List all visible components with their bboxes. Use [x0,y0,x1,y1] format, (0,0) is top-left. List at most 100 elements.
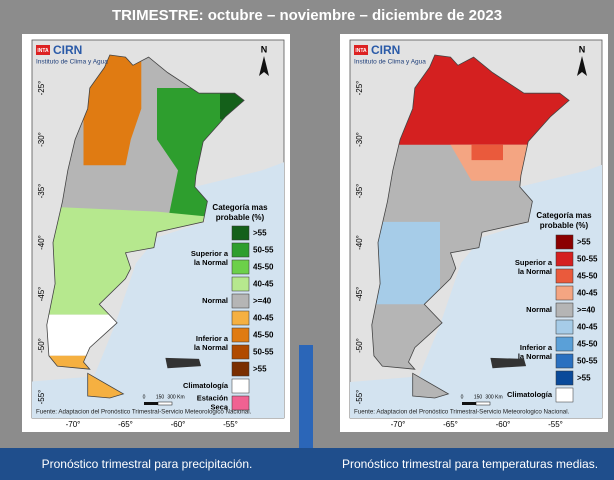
lat-label: -25° [355,81,364,96]
legend-swatch [555,251,574,267]
scale-bar [462,402,476,405]
legend-label: 40-45 [253,314,274,323]
divider [299,345,313,448]
legend-swatch [231,327,250,343]
scale-bar [144,402,158,405]
legend-swatch [231,395,250,411]
legend-label: 50-55 [577,255,598,264]
legend-swatch [231,276,250,292]
caption: Pronóstico trimestral para precipitación… [42,457,253,471]
lon-label: -60° [171,420,186,429]
lat-label: -50° [37,338,46,353]
legend-swatch [555,234,574,250]
legend-label: 50-55 [253,348,274,357]
north-arrow [259,56,269,76]
legend-label: >55 [577,238,591,247]
lon-label: -55° [223,420,238,429]
legend-label: 50-55 [577,357,598,366]
legend-swatch [231,225,250,241]
legend-swatch [231,259,250,275]
lat-label: -50° [355,338,364,353]
scale-label: 150 [156,394,165,400]
sea [350,164,602,418]
legend-group-label: Normal [202,296,228,305]
legend-group-label: Seca [210,402,228,411]
scale-label: 300 Km [485,394,502,400]
lon-label: -60° [496,420,511,429]
logo-brand: CIRN [53,43,82,57]
country-outline [87,372,125,399]
legend-swatch [555,268,574,284]
legend-label: 45-50 [253,331,274,340]
lon-label: -70° [66,420,81,429]
legend-group-label: la Normal [518,267,552,276]
map-panel: INTA CIRN Instituto de Clima y Agua N -25° -3… [340,34,608,432]
lat-label: -55° [37,390,46,405]
legend-swatch [231,378,250,394]
legend-title: Categoría mas [212,203,268,212]
caption-bar [0,448,614,480]
legend-swatch [555,285,574,301]
caption: Pronóstico trimestral para temperaturas … [342,457,598,471]
legend-label: 45-50 [253,263,274,272]
lat-label: -55° [355,390,364,405]
legend-label: >=40 [253,297,272,306]
lon-label: -65° [443,420,458,429]
lat-label: -30° [355,132,364,147]
legend-group-label: la Normal [518,352,552,361]
legend-label: 40-45 [253,280,274,289]
map-panel: INTA CIRN Instituto de Clima y Agua N -25° -3… [22,34,290,432]
lon-label: -55° [548,420,563,429]
legend-label: 40-45 [577,289,598,298]
legend-group-label: Estación [197,393,229,402]
islands [165,357,202,369]
legend-swatch [231,344,250,360]
country-outline [46,54,245,370]
legend-group-label: Inferior a [520,343,553,352]
lon-label: -65° [118,420,133,429]
lat-label: -35° [37,184,46,199]
legend-label: >=40 [577,306,596,315]
legend-label: 45-50 [577,340,598,349]
legend-group-label: la Normal [194,343,228,352]
title: TRIMESTRE: octubre – noviembre – diciemb… [112,7,502,24]
logo-badge-text: INTA [355,48,367,54]
legend-swatch [555,387,574,403]
legend-label: 50-55 [253,246,274,255]
sea [32,162,284,418]
lon-label: -70° [391,420,406,429]
logo-badge [36,45,50,55]
legend-swatch [231,293,250,309]
legend-swatch [231,361,250,377]
legend-swatch [555,370,574,386]
legend-group-label: la Normal [194,258,228,267]
scale-label: 300 Km [167,394,184,400]
forecast-region [371,221,440,305]
north-arrow [577,56,587,76]
legend-group-label: Normal [526,305,552,314]
legend-swatch [555,302,574,318]
lat-label: -40° [37,235,46,250]
forecast-region [471,144,503,161]
legend-group-label: Climatología [183,381,229,390]
legend-group-label: Inferior a [196,334,229,343]
scale-bar [475,401,491,406]
logo-badge-text: INTA [37,48,49,54]
logo-institute: Instituto de Clima y Agua [354,59,426,66]
legend-swatch [231,242,250,258]
source: Fuente: Adaptacion del Pronóstico Trimes… [36,409,252,416]
legend-title: probable (%) [540,221,589,230]
north-label: N [579,44,586,54]
scale-label: 0 [143,394,146,400]
legend-swatch [555,336,574,352]
legend-label: 45-50 [577,272,598,281]
country-outline [412,372,450,399]
logo-institute: Instituto de Clima y Agua [36,59,108,66]
legend-title: probable (%) [216,213,265,222]
country-outline [371,54,570,370]
lat-label: -45° [37,287,46,302]
scale-bar [157,401,173,406]
logo-brand: CIRN [371,43,400,57]
legend-title: Categoría mas [536,211,592,220]
